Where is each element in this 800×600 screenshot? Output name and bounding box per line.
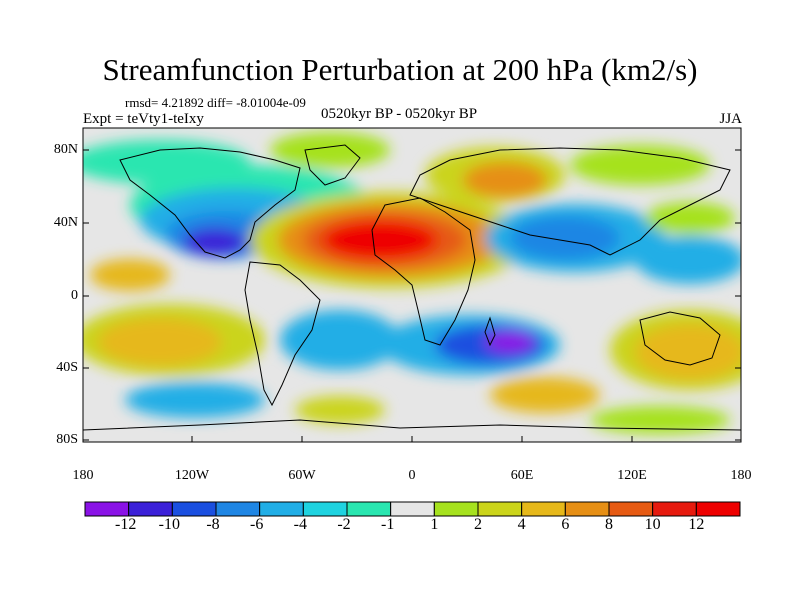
y-tick-label: 40N — [53, 215, 78, 230]
coast-antarctica — [83, 419, 741, 431]
anomaly-pacific-green — [645, 202, 735, 234]
contour-field — [83, 128, 741, 442]
coast-greenland — [304, 144, 361, 186]
colorbar-label: -1 — [380, 516, 395, 533]
x-tick-label: 180 — [72, 468, 94, 483]
colorbar-label: -8 — [206, 516, 220, 533]
colorbar-box — [215, 501, 261, 517]
experiment-label: Expt = teVty1-teIxy — [83, 111, 204, 127]
colorbar-label: 4 — [517, 516, 526, 533]
colorbar-box — [259, 501, 304, 517]
y-tick-label: 0 — [71, 288, 78, 303]
anomaly-southern-africa-core — [485, 331, 535, 353]
colorbar-label: -10 — [158, 516, 180, 533]
colorbar-box — [477, 501, 523, 517]
colorbar-label: -12 — [114, 516, 137, 533]
colorbar-label: -6 — [249, 516, 264, 533]
coast-south-america — [244, 261, 321, 407]
colorbar-label: 1 — [430, 516, 439, 533]
colorbar-label: -4 — [293, 516, 307, 533]
x-tick-label: 60E — [510, 468, 534, 483]
colorbar-label: 8 — [605, 516, 613, 533]
colorbar-box — [302, 501, 348, 517]
coastlines — [83, 144, 741, 431]
colorbar-box — [128, 501, 173, 517]
anomaly-greenland — [270, 132, 390, 168]
colorbar-label: 6 — [561, 516, 570, 533]
coast-eurasia — [409, 147, 731, 256]
x-tick-label: 180 — [730, 468, 752, 483]
season-label: JJA — [719, 111, 742, 127]
colorbar — [84, 501, 741, 517]
y-tick-label: 80N — [53, 142, 78, 157]
anomaly-central-pacific — [90, 259, 170, 291]
axis-ticks — [83, 149, 741, 442]
anomaly-asia-core — [510, 216, 620, 260]
anomaly-southern-ocean-e — [490, 377, 600, 413]
anomaly-southern-ocean-w — [125, 382, 265, 418]
anomaly-south-pacific-core — [98, 318, 222, 366]
colorbar-box — [84, 501, 130, 517]
colorbar-label: 2 — [474, 516, 482, 533]
x-tick-label: 120W — [174, 468, 210, 483]
colorbar-box — [652, 501, 697, 517]
colorbar-label: 12 — [688, 516, 705, 533]
x-tick-label: 60W — [288, 468, 316, 483]
anomaly-west-pacific — [635, 236, 741, 284]
coast-north-america — [119, 147, 301, 259]
anomaly-southern-ocean-mid — [295, 396, 385, 424]
x-tick-label: 0 — [408, 468, 416, 483]
colorbar-box — [171, 501, 217, 517]
anomaly-gulf-core — [183, 228, 247, 256]
colorbar-box — [521, 501, 566, 517]
colorbar-box — [608, 501, 654, 517]
x-tick-label: 120E — [617, 468, 647, 483]
anomaly-atlantic-core — [322, 220, 438, 260]
rmsd-diff-stats: rmsd= 4.21892 diff= -8.01004e-09 — [125, 95, 306, 110]
anomaly-ne-arctic — [570, 145, 710, 185]
coast-africa — [371, 197, 476, 346]
colorbar-box — [433, 501, 479, 517]
colorbar-box — [695, 501, 741, 517]
y-tick-label: 40S — [56, 360, 78, 375]
anomaly-south-atlantic — [280, 310, 400, 370]
colorbar-label: 10 — [644, 516, 661, 533]
coast-australia — [639, 311, 721, 366]
colorbar-label: -2 — [337, 516, 351, 533]
coast-madagascar — [484, 316, 496, 347]
colorbar-box — [346, 501, 392, 517]
plot-title: Streamfunction Perturbation at 200 hPa (… — [102, 52, 698, 87]
y-tick-label: 80S — [56, 432, 78, 447]
colorbar-box — [390, 501, 435, 517]
anomaly-antarctic-e — [590, 406, 730, 434]
colorbar-box — [564, 501, 610, 517]
period-label: 0520kyr BP - 0520kyr BP — [321, 106, 478, 122]
anomaly-australia-core — [635, 324, 741, 380]
anomaly-siberia-core — [463, 162, 547, 198]
